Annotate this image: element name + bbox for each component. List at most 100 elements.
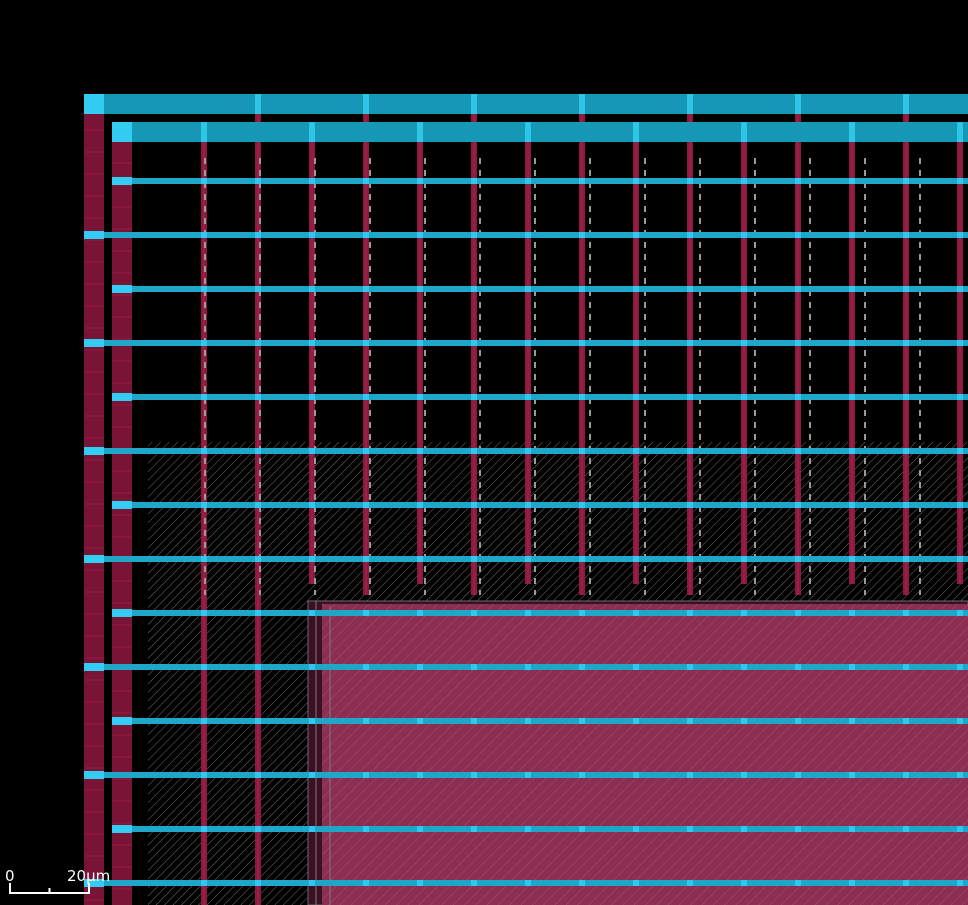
stripe-crossing [471,232,477,238]
stripe-crossing [741,718,747,724]
vertical-stripe-highlight [257,94,259,905]
stripe-crossing [741,340,747,346]
stripe-crossing [687,448,693,454]
stripe-crossing [201,502,207,508]
stripe-crossings [201,94,963,886]
stripe-crossing [633,826,639,832]
ring-crossing [255,94,261,114]
stripe-crossing [471,286,477,292]
stripe-crossing [957,880,963,886]
stripe-crossing [471,610,477,616]
stripe-crossing [255,610,261,616]
stripe-crossing [417,448,423,454]
stripe-crossing [471,448,477,454]
stripe-crossing [795,772,801,778]
stripe-crossing [201,772,207,778]
stripe-crossing [957,286,963,292]
stripe-crossing [903,394,909,400]
stripe-crossing [471,826,477,832]
stripe-crossing [795,502,801,508]
stripe-crossing [363,826,369,832]
stripe-crossing [633,340,639,346]
stripe-crossing [849,880,855,886]
horizontal-stripe-cap [84,879,104,887]
stripe-crossing [471,394,477,400]
vertical-stripe-highlight [851,122,853,584]
stripe-crossing [795,178,801,184]
vertical-stripe-highlight [527,122,529,584]
stripe-crossing [903,448,909,454]
stripe-crossing [687,394,693,400]
stripe-crossing [309,448,315,454]
stripe-crossing [957,394,963,400]
horizontal-stripe [112,502,968,508]
stripe-crossing [417,772,423,778]
stripe-crossing [255,502,261,508]
via-dashes [204,158,921,595]
stripe-crossing [903,826,909,832]
stripe-crossing [579,232,585,238]
stripe-crossing [471,880,477,886]
ring-vertical-outer [84,94,104,905]
scale-bar [9,883,90,894]
stripe-crossing [741,286,747,292]
macro-block[interactable] [307,600,968,905]
stripe-crossing [903,286,909,292]
stripe-crossing [957,772,963,778]
horizontal-stripe [112,826,968,832]
stripe-crossing [957,826,963,832]
stripe-crossing [417,610,423,616]
ring-crossing [579,94,585,114]
stripe-crossing [687,556,693,562]
ring-corner-outer [84,94,104,114]
ring-crossing [363,94,369,114]
stripe-crossing [471,718,477,724]
stripe-crossing [525,772,531,778]
stripe-crossing [579,286,585,292]
stripe-crossing [957,664,963,670]
stripe-crossing [741,826,747,832]
stripe-crossing [687,178,693,184]
stripe-crossing [363,880,369,886]
stripe-crossing [849,610,855,616]
stripe-crossing [795,718,801,724]
stripe-crossing [309,502,315,508]
stripe-crossing [903,232,909,238]
stripe-crossing [201,394,207,400]
stripe-crossing [579,718,585,724]
stripe-crossing [201,826,207,832]
stripe-crossing [309,664,315,670]
stripe-crossing [579,178,585,184]
stripe-crossing [201,556,207,562]
stripe-crossing [417,178,423,184]
scale-start-label: 0 [5,867,15,885]
stripe-crossing [363,718,369,724]
stripe-crossing [363,340,369,346]
power-ring-vertical[interactable] [84,94,132,905]
stripe-crossing [309,232,315,238]
stripe-crossing [957,232,963,238]
power-ring-horizontal[interactable] [84,94,968,142]
stripe-crossing [795,610,801,616]
ring-crossing [633,122,639,142]
horizontal-stripe-cap [84,771,104,779]
stripe-crossing [957,718,963,724]
stripe-crossing [579,448,585,454]
stripe-crossing [957,610,963,616]
stripe-crossing [417,394,423,400]
ring-crossing [795,94,801,114]
stripe-crossing [201,610,207,616]
stripe-crossing [525,232,531,238]
stripe-crossing [363,448,369,454]
stripe-crossing [849,664,855,670]
ring-crossing [903,94,909,114]
horizontal-stripe-cap [112,393,132,401]
stripe-crossing [525,394,531,400]
stripe-crossing [849,178,855,184]
stripe-crossing [687,772,693,778]
stripe-crossing [309,556,315,562]
stripe-crossing [255,178,261,184]
stripe-crossing [795,880,801,886]
stripe-crossing [201,232,207,238]
